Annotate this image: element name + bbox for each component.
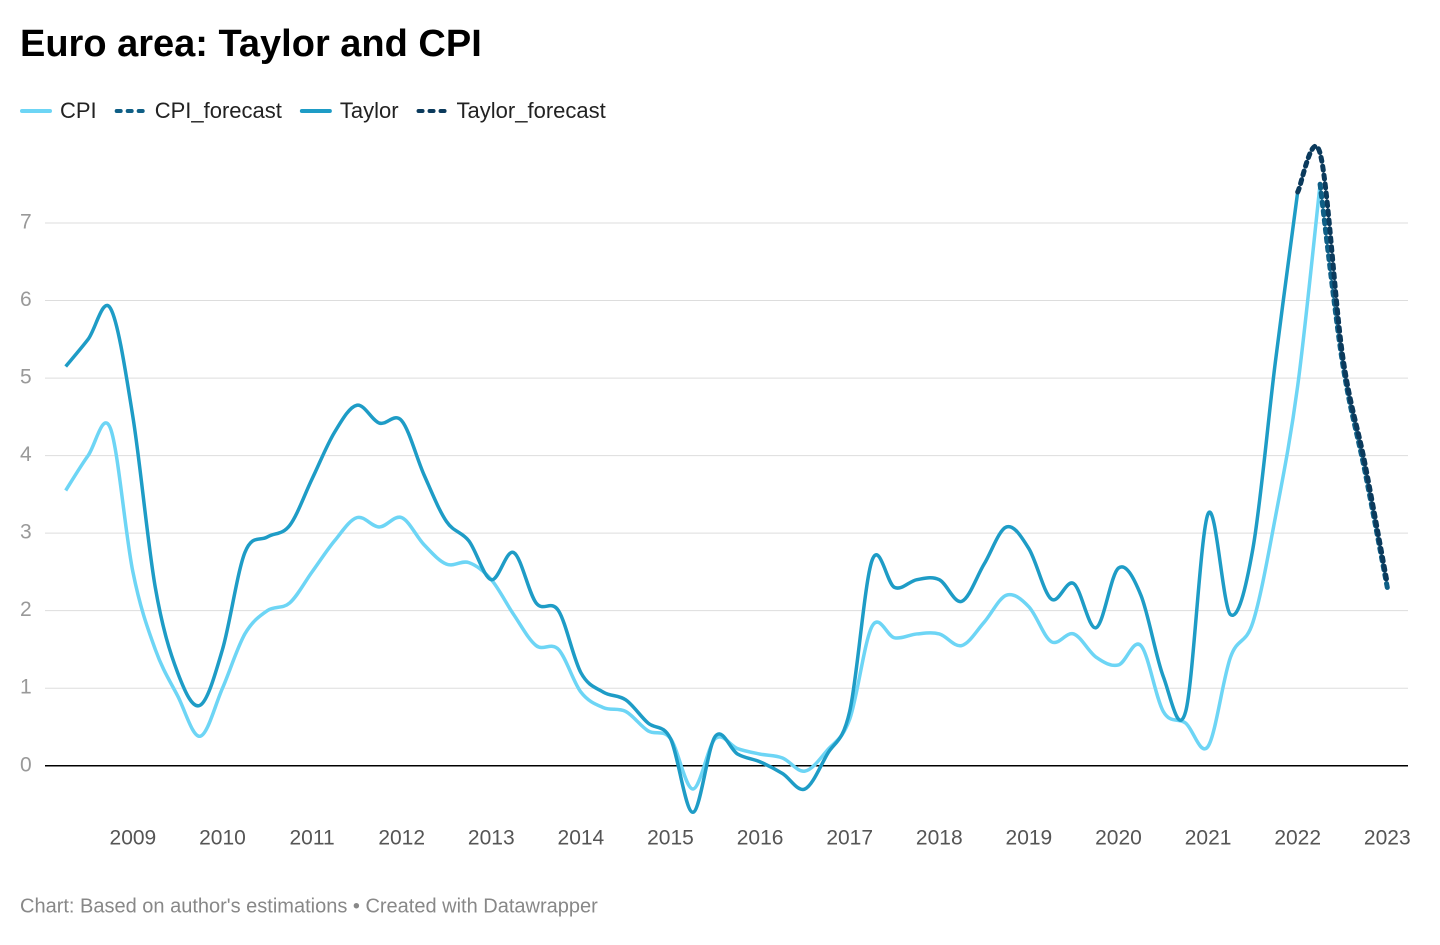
x-tick-label: 2016 [737, 827, 784, 850]
series-line [64, 184, 1322, 791]
x-tick-label: 2010 [199, 827, 246, 850]
chart-note: Chart: Based on author's estimations • C… [20, 895, 598, 917]
series-line [64, 191, 1300, 814]
x-tick-label: 2012 [378, 827, 425, 850]
x-tick-label: 2011 [290, 827, 335, 850]
chart-title: Euro area: Taylor and CPI [20, 23, 482, 65]
series-line [1295, 143, 1390, 587]
y-tick-label: 3 [20, 521, 32, 544]
legend-label: Taylor_forecast [457, 98, 606, 123]
x-tick-label: 2018 [916, 827, 963, 850]
x-tick-label: 2022 [1274, 827, 1321, 850]
y-tick-label: 1 [20, 676, 32, 699]
x-tick-label: 2023 [1364, 827, 1411, 850]
y-tick-label: 4 [20, 443, 32, 466]
x-tick-label: 2014 [558, 827, 605, 850]
y-tick-label: 5 [20, 366, 32, 389]
x-tick-label: 2009 [110, 827, 157, 850]
x-tick-label: 2020 [1095, 827, 1142, 850]
x-tick-label: 2021 [1185, 827, 1232, 850]
y-tick-label: 0 [20, 753, 32, 776]
x-tick-label: 2013 [468, 827, 515, 850]
legend-label: CPI [60, 98, 97, 123]
x-tick-label: 2017 [826, 827, 873, 850]
legend-label: CPI_forecast [155, 98, 282, 123]
y-tick-label: 6 [20, 288, 32, 311]
x-tick-label: 2015 [647, 827, 694, 850]
legend-label: Taylor [340, 98, 399, 123]
x-tick-label: 2019 [1006, 827, 1053, 850]
y-tick-label: 7 [20, 211, 32, 234]
y-tick-label: 2 [20, 598, 32, 621]
